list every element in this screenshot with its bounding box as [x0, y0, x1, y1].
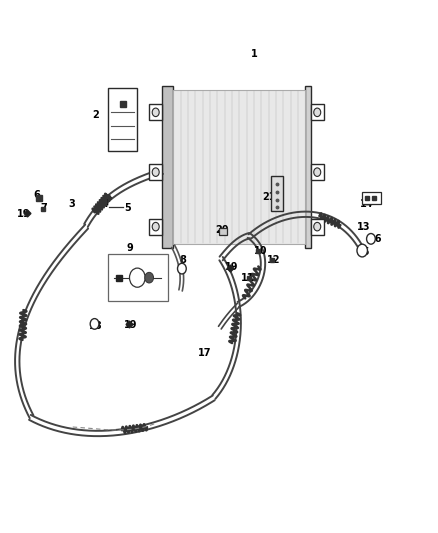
Text: 19: 19: [17, 209, 30, 220]
Circle shape: [152, 108, 159, 117]
Text: 16: 16: [368, 234, 382, 244]
Text: 1: 1: [251, 49, 257, 59]
Text: 19: 19: [124, 320, 138, 330]
Text: 3: 3: [68, 199, 75, 209]
Circle shape: [90, 319, 99, 329]
Circle shape: [152, 168, 159, 176]
Text: 15: 15: [357, 247, 371, 256]
Text: 13: 13: [357, 222, 371, 232]
Text: 5: 5: [124, 203, 131, 213]
Bar: [271, 176, 283, 211]
Text: 9: 9: [126, 243, 133, 253]
Text: 10: 10: [254, 246, 267, 255]
Circle shape: [367, 233, 375, 244]
Bar: [108, 254, 168, 301]
Text: 11: 11: [240, 273, 254, 283]
Text: 18: 18: [89, 321, 102, 331]
Circle shape: [145, 272, 153, 283]
Circle shape: [314, 168, 321, 176]
Text: 2: 2: [92, 110, 99, 120]
Text: 8: 8: [180, 255, 187, 265]
Circle shape: [130, 268, 145, 287]
Bar: [149, 104, 162, 120]
Text: 14: 14: [360, 199, 373, 209]
Bar: [173, 90, 305, 244]
Text: 7: 7: [40, 203, 47, 213]
Circle shape: [314, 108, 321, 117]
Circle shape: [357, 244, 367, 257]
Text: 17: 17: [198, 348, 212, 358]
Bar: [108, 88, 138, 151]
Bar: [149, 219, 162, 235]
Text: 20: 20: [216, 225, 229, 236]
Text: 12: 12: [267, 255, 280, 265]
Bar: [149, 164, 162, 180]
Bar: [311, 104, 324, 120]
Circle shape: [152, 222, 159, 231]
Circle shape: [314, 222, 321, 231]
Bar: [362, 192, 381, 204]
Bar: [305, 86, 311, 248]
Bar: [311, 164, 324, 180]
Bar: [162, 86, 173, 248]
Bar: [311, 219, 324, 235]
Text: 21: 21: [262, 192, 276, 203]
Text: 6: 6: [33, 190, 40, 200]
Bar: [219, 228, 227, 235]
Text: 19: 19: [225, 262, 238, 271]
Text: 4: 4: [101, 199, 108, 209]
Circle shape: [177, 263, 186, 274]
